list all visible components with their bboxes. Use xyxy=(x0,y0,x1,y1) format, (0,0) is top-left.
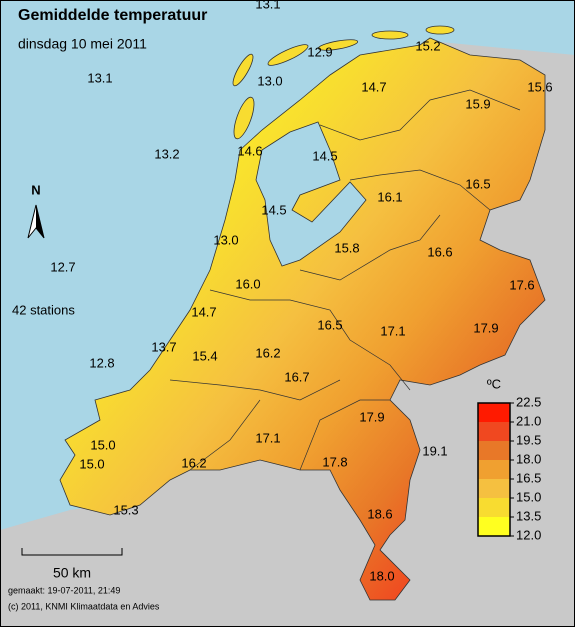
netherlands xyxy=(59,37,546,601)
station-count: 42 stations xyxy=(12,302,75,317)
station-value: 12.9 xyxy=(307,44,332,59)
station-value: 14.7 xyxy=(191,304,216,319)
legend-tick-label: 13.5 xyxy=(516,508,541,523)
north-arrow-shade xyxy=(36,205,44,238)
station-value: 13.0 xyxy=(213,232,238,247)
station-value: 15.8 xyxy=(334,240,359,255)
north-label: N xyxy=(31,182,40,197)
station-value: 13.7 xyxy=(151,339,176,354)
station-value: 16.2 xyxy=(255,345,280,360)
station-value: 16.5 xyxy=(317,317,342,332)
scale-bar xyxy=(21,548,123,556)
legend-swatch xyxy=(478,498,510,517)
footer-made: gemaakt: 19-07-2011, 21:49 xyxy=(8,585,120,595)
subtitle: dinsdag 10 mei 2011 xyxy=(18,36,147,52)
ijsselmeer xyxy=(255,121,367,267)
station-value: 17.6 xyxy=(509,277,534,292)
station-value: 13.1 xyxy=(255,0,280,11)
legend-border xyxy=(477,402,511,537)
station-value: 16.5 xyxy=(465,176,490,191)
legend-tick-label: 21.0 xyxy=(516,413,541,428)
station-value: 12.7 xyxy=(50,259,75,274)
station-value: 19.1 xyxy=(422,443,447,458)
station-value: 16.0 xyxy=(235,276,260,291)
footer-copyright: (c) 2011, KNMI Klimaatdata en Advies xyxy=(8,601,160,611)
station-value: 15.6 xyxy=(527,79,552,94)
station-value: 17.9 xyxy=(359,409,384,424)
station-value: 16.6 xyxy=(427,244,452,259)
station-value: 14.5 xyxy=(261,202,286,217)
legend-tick-label: 16.5 xyxy=(516,470,541,485)
legend-tick-label: 19.5 xyxy=(516,432,541,447)
legend-swatch xyxy=(478,422,510,441)
station-value: 15.0 xyxy=(90,437,115,452)
scale-label: 50 km xyxy=(53,565,91,581)
legend-swatch xyxy=(478,517,510,536)
station-value: 13.2 xyxy=(154,146,179,161)
legend-tick-label: 22.5 xyxy=(516,394,541,409)
legend-swatch xyxy=(478,403,510,422)
station-value: 12.8 xyxy=(89,355,114,370)
station-value: 13.1 xyxy=(87,70,112,85)
legend-swatch xyxy=(478,479,510,498)
province-borders xyxy=(169,89,521,471)
legend-swatch xyxy=(478,460,510,479)
station-value: 14.5 xyxy=(312,148,337,163)
station-value: 14.7 xyxy=(361,79,386,94)
station-value: 17.1 xyxy=(255,430,280,445)
islands xyxy=(232,25,455,140)
station-value: 15.2 xyxy=(415,38,440,53)
station-value: 15.9 xyxy=(465,96,490,111)
legend-tick-label: 12.0 xyxy=(516,527,541,542)
station-value: 14.6 xyxy=(237,143,262,158)
station-value: 16.1 xyxy=(377,189,402,204)
station-value: 15.3 xyxy=(113,502,138,517)
legend-tick-label: 18.0 xyxy=(516,451,541,466)
title: Gemiddelde temperatuur xyxy=(18,7,207,24)
station-value: 17.9 xyxy=(473,320,498,335)
station-value: 16.7 xyxy=(284,369,309,384)
station-value: 13.0 xyxy=(257,73,282,88)
station-value: 18.0 xyxy=(369,568,394,583)
station-value: 18.6 xyxy=(367,506,392,521)
station-value: 17.8 xyxy=(322,454,347,469)
legend-swatch xyxy=(478,441,510,460)
station-value: 15.4 xyxy=(192,348,217,363)
legend-unit: ºC xyxy=(487,376,501,391)
station-value: 16.2 xyxy=(181,455,206,470)
station-value: 17.1 xyxy=(380,323,405,338)
legend-tick-label: 15.0 xyxy=(516,489,541,504)
station-value: 15.0 xyxy=(79,456,104,471)
